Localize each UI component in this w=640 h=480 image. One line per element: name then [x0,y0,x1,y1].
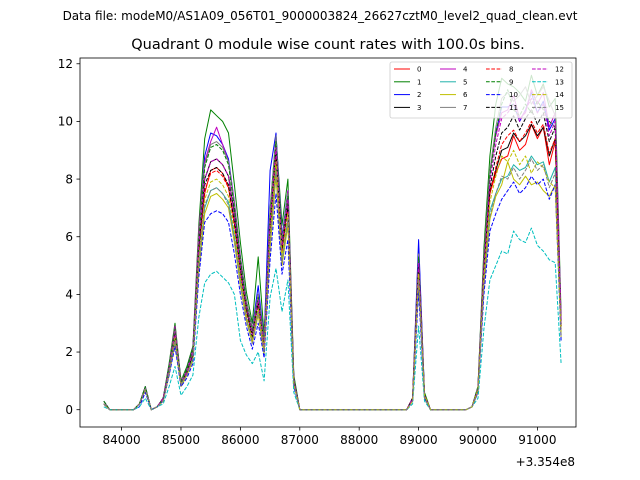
axes-frame [79,57,577,428]
legend-label-5: 5 [463,78,467,86]
y-tick-label: 8 [65,172,73,186]
x-tick-label: 91000 [518,433,556,447]
series-line-4 [103,89,562,411]
y-tick-label: 12 [58,57,73,71]
legend-box [389,61,573,119]
legend-label-6: 6 [463,91,468,99]
chart-title: Quadrant 0 module wise count rates with … [131,37,525,53]
series-line-14 [103,149,562,411]
legend-label-4: 4 [463,66,468,74]
x-tick-label: 89000 [399,433,437,447]
series-line-6 [103,161,562,411]
legend-label-3: 3 [417,104,421,112]
legend-label-0: 0 [417,66,421,74]
x-tick-label: 85000 [162,433,200,447]
legend-label-14: 14 [555,91,564,99]
legend-label-13: 13 [555,78,564,86]
legend-label-9: 9 [509,78,513,86]
y-tick-label: 2 [65,345,73,359]
x-tick-label: 87000 [281,433,319,447]
legend-label-1: 1 [417,78,421,86]
legend-label-10: 10 [509,91,518,99]
legend-label-8: 8 [509,66,513,74]
y-tick-label: 10 [58,115,73,129]
legend-label-2: 2 [417,91,421,99]
x-tick-label: 86000 [221,433,259,447]
legend-label-7: 7 [463,104,467,112]
figure-suptitle: Data file: modeM0/AS1A09_056T01_90000038… [63,9,578,23]
series-line-15 [103,158,562,411]
legend-label-15: 15 [555,104,564,112]
series-line-13 [103,227,562,411]
x-tick-label: 90000 [459,433,497,447]
series-line-5 [103,155,562,411]
series-line-9 [103,89,562,411]
y-tick-label: 6 [65,230,73,244]
x-axis-offset-label: +3.354e8 [516,455,575,469]
series-line-2 [103,92,562,411]
axes: 84000 85000 86000 87000 88000 89000 90000 91000… [58,57,577,447]
series-line-12 [103,97,562,411]
plot-area [103,74,562,411]
legend-label-11: 11 [509,104,518,112]
x-tick-label: 88000 [340,433,378,447]
y-tick-label: 4 [65,288,73,302]
legend-label-12: 12 [555,66,564,74]
x-tick-label: 84000 [102,433,140,447]
y-tick-label: 0 [65,403,73,417]
